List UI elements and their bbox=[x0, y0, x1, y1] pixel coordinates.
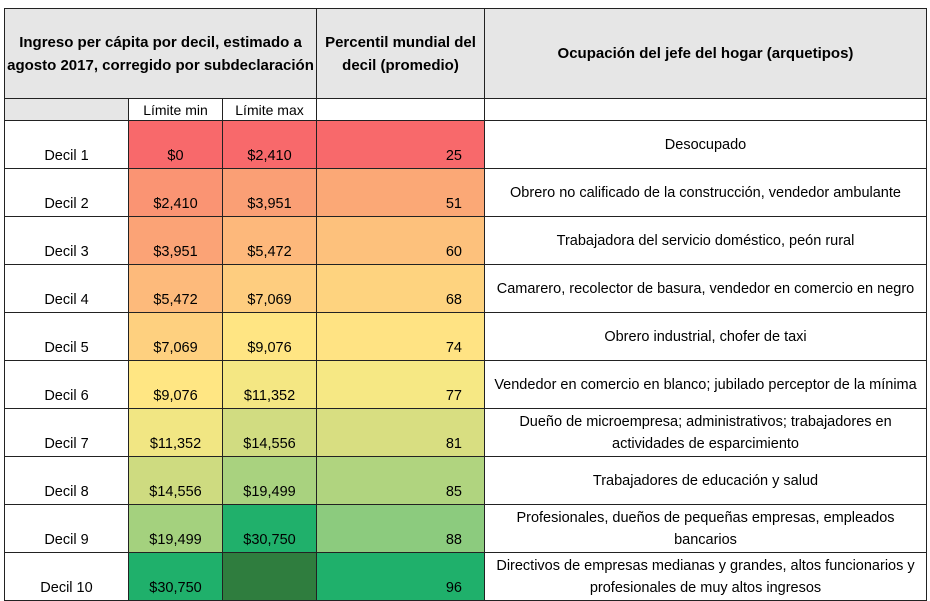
decile-label: Decil 10 bbox=[4, 552, 129, 601]
percentile-cell: 68 bbox=[316, 264, 485, 313]
min-limit-cell: $0 bbox=[128, 120, 223, 169]
percentile-cell: 96 bbox=[316, 552, 485, 601]
min-limit-cell: $11,352 bbox=[128, 408, 223, 457]
occupation-cell: Trabajadora del servicio doméstico, peón… bbox=[484, 216, 927, 265]
decile-label: Decil 2 bbox=[4, 168, 129, 217]
percentile-cell: 25 bbox=[316, 120, 485, 169]
max-limit-cell: $2,410 bbox=[222, 120, 317, 169]
decile-label: Decil 9 bbox=[4, 504, 129, 553]
min-limit-header: Límite min bbox=[128, 98, 223, 121]
blank-header-cell bbox=[316, 98, 485, 121]
occupation-cell: Desocupado bbox=[484, 120, 927, 169]
occupation-cell: Directivos de empresas medianas y grande… bbox=[484, 552, 927, 601]
decile-label: Decil 5 bbox=[4, 312, 129, 361]
max-limit-cell bbox=[222, 552, 317, 601]
table-row: Decil 1 $0 $2,410 25 Desocupado bbox=[4, 120, 927, 169]
percentile-cell: 85 bbox=[316, 456, 485, 505]
min-limit-cell: $2,410 bbox=[128, 168, 223, 217]
blank-header-cell bbox=[4, 98, 129, 121]
occupation-cell: Dueño de microempresa; administrativos; … bbox=[484, 408, 927, 457]
min-limit-cell: $19,499 bbox=[128, 504, 223, 553]
table-row: Decil 6 $9,076 $11,352 77 Vendedor en comerc… bbox=[4, 360, 927, 409]
table-row: Decil 3 $3,951 $5,472 60 Trabajadora del ser… bbox=[4, 216, 927, 265]
percentile-cell: 88 bbox=[316, 504, 485, 553]
max-limit-cell: $7,069 bbox=[222, 264, 317, 313]
occupation-header: Ocupación del jefe del hogar (arquetipos… bbox=[484, 8, 927, 99]
max-limit-cell: $30,750 bbox=[222, 504, 317, 553]
min-limit-cell: $7,069 bbox=[128, 312, 223, 361]
percentile-header: Percentil mundial del decil (promedio) bbox=[316, 8, 485, 99]
table-row: Decil 9 $19,499 $30,750 88 Profesionales, du… bbox=[4, 504, 927, 553]
percentile-cell: 81 bbox=[316, 408, 485, 457]
decile-label: Decil 7 bbox=[4, 408, 129, 457]
decile-income-table: Ingreso per cápita por decil, estimado a… bbox=[4, 8, 927, 601]
min-limit-cell: $14,556 bbox=[128, 456, 223, 505]
percentile-cell: 51 bbox=[316, 168, 485, 217]
occupation-cell: Camarero, recolector de basura, vendedor… bbox=[484, 264, 927, 313]
decile-label: Decil 8 bbox=[4, 456, 129, 505]
max-limit-cell: $19,499 bbox=[222, 456, 317, 505]
table-row: Decil 8 $14,556 $19,499 85 Trabajadores de e… bbox=[4, 456, 927, 505]
blank-header-cell bbox=[484, 98, 927, 121]
occupation-cell: Profesionales, dueños de pequeñas empres… bbox=[484, 504, 927, 553]
max-limit-cell: $5,472 bbox=[222, 216, 317, 265]
percentile-cell: 60 bbox=[316, 216, 485, 265]
table-row: Decil 4 $5,472 $7,069 68 Camarero, recolecto… bbox=[4, 264, 927, 313]
occupation-cell: Vendedor en comercio en blanco; jubilado… bbox=[484, 360, 927, 409]
max-limit-cell: $14,556 bbox=[222, 408, 317, 457]
max-limit-cell: $3,951 bbox=[222, 168, 317, 217]
decile-label: Decil 4 bbox=[4, 264, 129, 313]
table-row: Decil 2 $2,410 $3,951 51 Obrero no calificad… bbox=[4, 168, 927, 217]
max-limit-cell: $11,352 bbox=[222, 360, 317, 409]
min-limit-cell: $3,951 bbox=[128, 216, 223, 265]
min-limit-cell: $5,472 bbox=[128, 264, 223, 313]
decile-label: Decil 6 bbox=[4, 360, 129, 409]
income-header: Ingreso per cápita por decil, estimado a… bbox=[4, 8, 317, 99]
occupation-cell: Obrero no calificado de la construcción,… bbox=[484, 168, 927, 217]
table-row: Decil 7 $11,352 $14,556 81 Dueño de microemp… bbox=[4, 408, 927, 457]
min-limit-cell: $9,076 bbox=[128, 360, 223, 409]
occupation-cell: Obrero industrial, chofer de taxi bbox=[484, 312, 927, 361]
percentile-cell: 74 bbox=[316, 312, 485, 361]
min-limit-cell: $30,750 bbox=[128, 552, 223, 601]
table-row: Decil 5 $7,069 $9,076 74 Obrero industrial, … bbox=[4, 312, 927, 361]
decile-label: Decil 1 bbox=[4, 120, 129, 169]
max-limit-header: Límite max bbox=[222, 98, 317, 121]
table-row: Decil 10 $30,750 96 Directivos de empresas … bbox=[4, 552, 927, 601]
max-limit-cell: $9,076 bbox=[222, 312, 317, 361]
occupation-cell: Trabajadores de educación y salud bbox=[484, 456, 927, 505]
percentile-cell: 77 bbox=[316, 360, 485, 409]
decile-label: Decil 3 bbox=[4, 216, 129, 265]
